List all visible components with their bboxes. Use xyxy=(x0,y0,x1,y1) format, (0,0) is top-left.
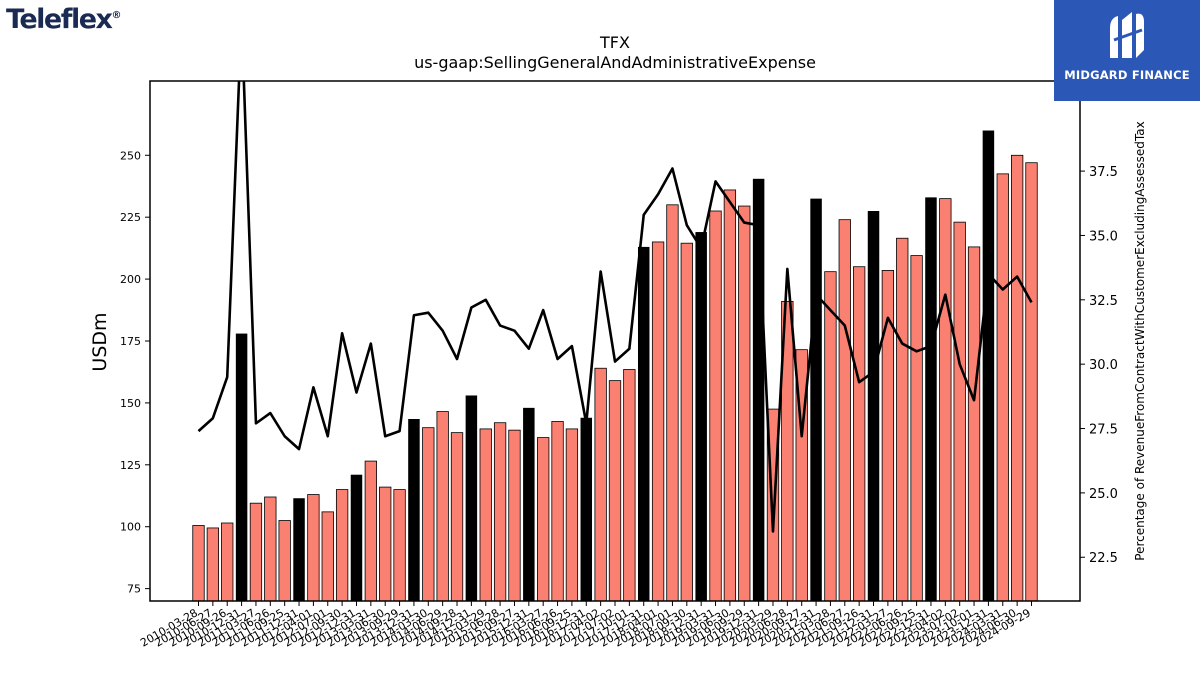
bar-2024-09-29 xyxy=(1025,162,1038,601)
left-axis: 75 100 125 150 175 200 225 250 xyxy=(120,149,150,596)
midgard-finance-logo: MIDGARD FINANCE xyxy=(1054,0,1200,101)
bar-2018-12-31 xyxy=(695,232,707,601)
y2-axis-label: Percentage of RevenueFromContractWithCus… xyxy=(1133,121,1147,560)
y-tick-label: 175 xyxy=(120,335,141,348)
bar-2013-09-29 xyxy=(393,489,406,601)
percentage-line xyxy=(197,81,1033,533)
bar-2022-09-25 xyxy=(910,255,923,601)
y2-tick-label: 30.0 xyxy=(1089,358,1118,373)
bar-2020-06-28 xyxy=(781,300,794,601)
bar-2014-06-29 xyxy=(436,411,449,601)
y-tick-label: 250 xyxy=(120,149,141,162)
bar-2022-03-27 xyxy=(881,270,895,601)
y2-tick-label: 25.0 xyxy=(1089,487,1118,502)
bar-2021-06-27 xyxy=(838,219,851,601)
y2-tick-label: 27.5 xyxy=(1089,423,1118,438)
bar-2017-12-31 xyxy=(637,246,650,601)
bar-2021-03-28 xyxy=(824,271,837,601)
y-tick-label: 125 xyxy=(120,459,141,472)
y-tick-label: 100 xyxy=(120,521,141,534)
bar-2019-03-31 xyxy=(709,210,722,601)
y-tick-label: 200 xyxy=(120,273,141,286)
bar-2012-04-01 xyxy=(307,494,320,601)
right-axis: 22.5 25.0 27.5 30.0 32.5 35.0 37.5 xyxy=(1080,165,1118,566)
chart-subtitle: us-gaap:SellingGeneralAndAdministrativeE… xyxy=(414,53,816,72)
bar-2021-09-26 xyxy=(853,266,866,601)
bar-2016-03-27 xyxy=(537,437,550,601)
bar-2020-12-31 xyxy=(810,198,822,601)
bar-2016-09-25 xyxy=(565,428,579,601)
bar-2012-12-31 xyxy=(350,474,363,601)
bar-2018-07-01 xyxy=(666,204,679,601)
bar-2019-06-30 xyxy=(723,189,737,601)
bar-2010-12-31 xyxy=(235,333,248,601)
midgard-mark-icon xyxy=(1110,12,1144,58)
bar-2021-12-31 xyxy=(867,211,880,601)
bar-2023-12-31 xyxy=(982,130,995,601)
y-tick-label: 150 xyxy=(120,397,141,410)
bar-2024-03-31 xyxy=(996,173,1009,601)
y2-tick-label: 37.5 xyxy=(1089,165,1118,180)
bar-2016-06-26 xyxy=(551,421,564,601)
bar-2017-10-01 xyxy=(623,369,636,601)
bar-2012-09-30 xyxy=(335,489,349,601)
x-axis: 2010-03-282010-06-272010-09-262010-12-31… xyxy=(138,601,1033,650)
bar-2015-03-29 xyxy=(479,428,492,601)
bar-2023-07-02 xyxy=(953,221,966,601)
bar-2011-06-26 xyxy=(264,496,277,601)
y-tick-label: 225 xyxy=(120,211,141,224)
bar-2011-03-27 xyxy=(249,502,263,601)
bar-2015-06-28 xyxy=(493,422,507,601)
bar-2016-12-31 xyxy=(580,417,593,601)
bar-2013-06-30 xyxy=(379,486,392,601)
bar-2015-09-27 xyxy=(508,429,521,601)
bar-2022-12-31 xyxy=(925,197,937,601)
bar-2010-06-27 xyxy=(206,527,220,601)
midgard-finance-text: MIDGARD FINANCE xyxy=(1064,68,1190,82)
y2-tick-label: 35.0 xyxy=(1089,229,1118,244)
bar-2017-04-02 xyxy=(594,367,607,601)
y-tick-label: 75 xyxy=(127,583,141,596)
registered-mark: ® xyxy=(111,10,122,21)
y2-tick-label: 32.5 xyxy=(1089,294,1118,309)
bar-2019-09-29 xyxy=(738,205,751,601)
bar-2014-12-31 xyxy=(465,395,478,601)
teleflex-logo-text: Teleflex xyxy=(6,4,113,35)
bar-2010-03-28 xyxy=(192,525,205,601)
bar-2012-07-01 xyxy=(321,511,334,601)
bar-2019-12-31 xyxy=(752,178,765,601)
bar-2011-09-25 xyxy=(278,520,291,601)
chart-title: TFX xyxy=(599,33,630,52)
bar-2014-09-28 xyxy=(450,432,464,601)
bar-2014-03-30 xyxy=(422,427,435,601)
bar-2023-10-01 xyxy=(967,246,981,601)
bar-2013-03-31 xyxy=(364,460,377,601)
bar-2017-07-02 xyxy=(608,380,622,601)
y2-tick-label: 22.5 xyxy=(1089,551,1118,566)
bar-2020-09-27 xyxy=(795,349,808,601)
bar-2010-09-26 xyxy=(221,522,234,601)
bar-2024-06-30 xyxy=(1010,154,1024,601)
bar-2018-04-01 xyxy=(651,241,665,601)
y-axis-label: USDm xyxy=(89,312,111,371)
bar-2013-12-31 xyxy=(408,419,420,601)
bar-2011-12-31 xyxy=(293,498,305,601)
teleflex-logo: Teleflex® xyxy=(6,4,122,35)
bar-2015-12-31 xyxy=(523,407,535,601)
bar-2018-09-30 xyxy=(680,242,693,601)
bar-2023-04-02 xyxy=(939,198,952,601)
bar-2022-06-26 xyxy=(896,237,909,601)
